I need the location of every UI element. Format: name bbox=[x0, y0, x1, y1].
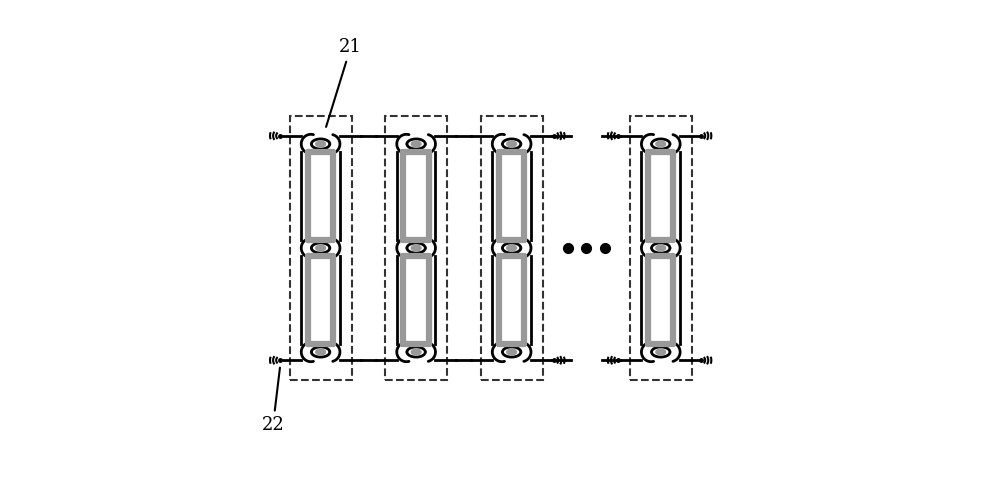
Text: 21: 21 bbox=[326, 38, 362, 127]
Text: 22: 22 bbox=[262, 368, 284, 434]
